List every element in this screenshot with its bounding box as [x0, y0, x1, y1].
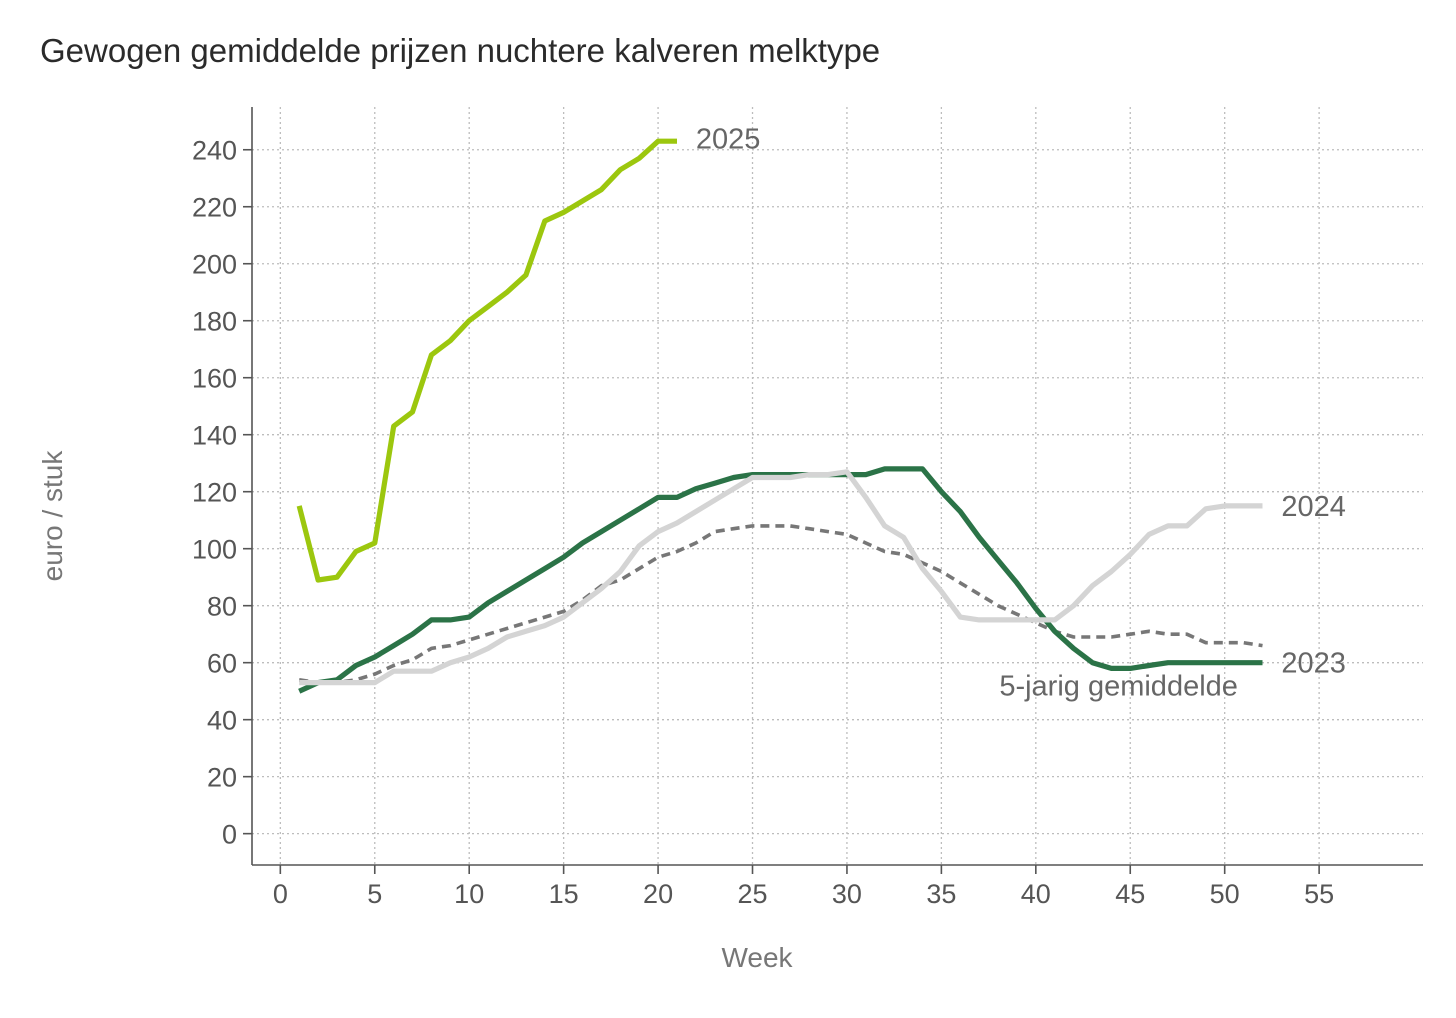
- y-tick-label: 100: [192, 535, 237, 565]
- y-tick-label: 200: [192, 250, 237, 280]
- x-tick-label: 10: [454, 879, 484, 909]
- series-line-5-jarig-gemiddelde: [298, 524, 1263, 685]
- y-tick-label: 40: [207, 706, 237, 736]
- y-tick-label: 160: [192, 364, 237, 394]
- y-tick-label: 220: [192, 193, 237, 223]
- y-tick-label: 140: [192, 421, 237, 451]
- series-lines: [296, 138, 1263, 694]
- gridlines: [252, 107, 1423, 865]
- x-tick-label: 0: [273, 879, 288, 909]
- x-tick-label: 20: [643, 879, 673, 909]
- x-tick-label: 5: [367, 879, 382, 909]
- series-label-2025: 2025: [696, 123, 761, 155]
- series-label-5-jarig-gemiddelde: 5-jarig gemiddelde: [999, 670, 1238, 702]
- y-tick-label: 120: [192, 478, 237, 508]
- x-tick-label: 15: [549, 879, 579, 909]
- x-tick-label: 25: [737, 879, 767, 909]
- y-tick-label: 240: [192, 136, 237, 166]
- y-tick-label: 20: [207, 763, 237, 793]
- series-label-2024: 2024: [1281, 491, 1346, 523]
- series-label-2023: 2023: [1281, 648, 1346, 680]
- y-tick-label: 0: [222, 820, 237, 850]
- x-tick-label: 50: [1210, 879, 1240, 909]
- x-axis-label: Week: [721, 942, 793, 973]
- y-axis-label: euro / stuk: [37, 450, 68, 582]
- x-tick-label: 30: [832, 879, 862, 909]
- axes: 0 20 40 60 80 100 120 140 160 180 200 220 240 0 5 10 15 2…: [192, 107, 1423, 909]
- x-tick-label: 35: [926, 879, 956, 909]
- series-line-2025: [296, 138, 677, 583]
- x-tick-label: 45: [1115, 879, 1145, 909]
- y-tick-label: 180: [192, 307, 237, 337]
- x-tick-label: 55: [1304, 879, 1334, 909]
- series-line-2024: [299, 469, 1263, 686]
- y-tick-label: 60: [207, 649, 237, 679]
- chart-title: Gewogen gemiddelde prijzen nuchtere kalv…: [40, 32, 881, 69]
- series-line-2023: [298, 466, 1263, 694]
- y-tick-label: 80: [207, 592, 237, 622]
- x-tick-label: 40: [1021, 879, 1051, 909]
- series-labels: 2025 2024 2023 5-jarig gemiddelde: [696, 123, 1346, 702]
